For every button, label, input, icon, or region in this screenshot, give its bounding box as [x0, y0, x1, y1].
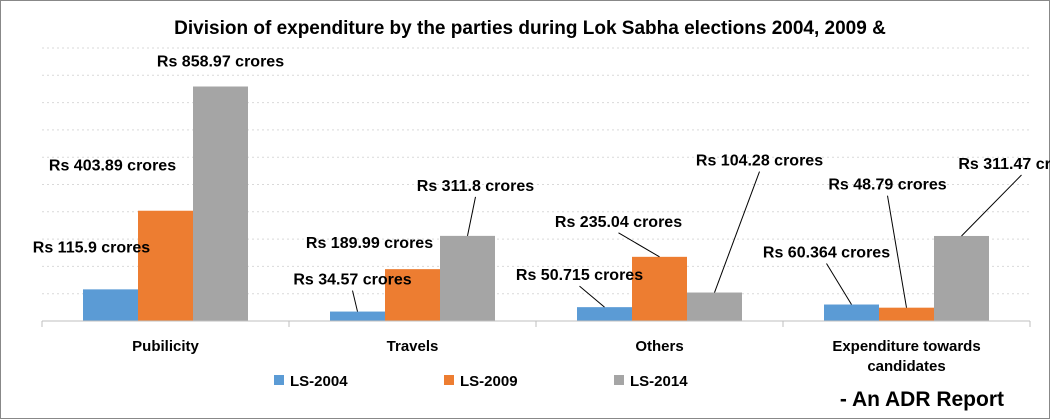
category-label: Travels: [387, 338, 439, 355]
leader-line: [961, 174, 1022, 237]
data-label: Rs 311.8 crores: [417, 178, 535, 195]
bar-ls-2014: [934, 235, 989, 321]
leader-line: [579, 285, 605, 308]
data-label: Rs 235.04 crores: [555, 214, 682, 231]
leader-lines: [352, 171, 1022, 312]
x-axis: Pubilicity Travels Others Expenditure towar…: [41, 320, 1031, 375]
category-label: Others: [635, 338, 683, 355]
data-label: Rs 115.9 crores: [33, 239, 151, 256]
category-label: candidates: [867, 358, 945, 375]
bar-ls-2009: [138, 210, 193, 321]
leader-line: [887, 195, 907, 308]
data-label: Rs 104.28 crores: [696, 153, 823, 170]
legend-swatch: [444, 375, 454, 385]
legend-swatch: [274, 375, 284, 385]
bar-ls-2014: [687, 292, 742, 321]
legend-label: LS-2004: [290, 373, 348, 390]
bar-ls-2009: [632, 256, 687, 321]
leader-line: [714, 171, 760, 293]
data-label: Rs 50.715 crores: [516, 267, 643, 284]
data-label: Rs 60.364 crores: [763, 245, 890, 262]
leader-line: [352, 290, 358, 312]
leader-line: [826, 263, 852, 305]
bar-ls-2014: [440, 235, 495, 321]
bars: [83, 86, 989, 321]
legend-swatch: [614, 375, 624, 385]
leader-line: [467, 196, 476, 236]
bar-ls-2009: [385, 269, 440, 321]
bar-ls-2004: [824, 304, 879, 321]
legend: LS-2004 LS-2009 LS-2014: [274, 373, 688, 390]
legend-label: LS-2009: [460, 373, 518, 390]
category-label: Expenditure towards: [832, 338, 980, 355]
data-label: Rs 311.47 crores: [958, 156, 1050, 173]
data-label: Rs 403.89 crores: [49, 158, 176, 175]
data-labels: Rs 115.9 crores Rs 34.57 crores Rs 50.715 …: [33, 54, 1050, 289]
data-label: Rs 48.79 crores: [828, 177, 946, 194]
bar-ls-2009: [879, 307, 934, 321]
bar-ls-2004: [83, 289, 138, 321]
bar-ls-2004: [330, 311, 385, 321]
chart-title: Division of expenditure by the parties d…: [174, 18, 886, 39]
legend-label: LS-2014: [630, 373, 688, 390]
bar-ls-2014: [193, 86, 248, 321]
leader-line: [618, 232, 660, 258]
category-label: Pubilicity: [132, 338, 199, 355]
bar-ls-2004: [577, 307, 632, 321]
data-label: Rs 34.57 crores: [293, 272, 411, 289]
data-label: Rs 189.99 crores: [306, 235, 433, 252]
report-footer: - An ADR Report: [840, 388, 1004, 411]
data-label: Rs 858.97 crores: [157, 54, 284, 71]
